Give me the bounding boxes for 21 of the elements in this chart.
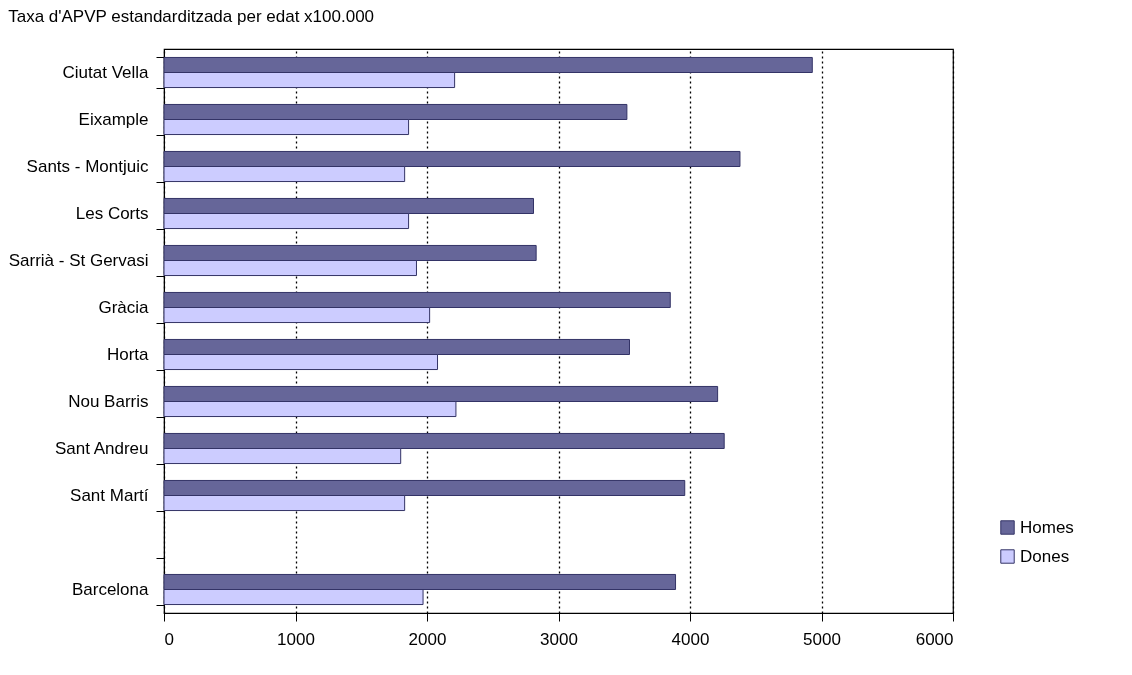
x-tick-label: 1000 [277, 629, 315, 649]
x-tick-label: 2000 [408, 629, 447, 649]
y-tick-label: Sarrià - St Gervasi [8, 251, 149, 270]
x-tick-label: 5000 [803, 629, 841, 649]
x-tick-label: 6000 [915, 629, 954, 649]
y-tick-label: Horta [106, 345, 150, 364]
y-tick-label: Barcelona [71, 580, 150, 599]
y-tick-label: Eixample [78, 110, 149, 129]
y-tick-label: Ciutat Vella [62, 63, 150, 82]
x-tick-label: 0 [164, 629, 174, 649]
legend-label: Homes [1020, 517, 1074, 537]
legend-label: Dones [1020, 546, 1070, 566]
chart-title: Taxa d'APVP estandarditzada per edat x100.000 [8, 7, 375, 26]
y-tick-label: Gràcia [98, 298, 150, 317]
x-tick-label: 4000 [671, 629, 710, 649]
y-tick-label: Sant Andreu [54, 439, 149, 458]
y-tick-label: Sants - Montjuic [26, 157, 149, 176]
x-tick-label: 3000 [540, 629, 578, 649]
y-tick-label: Nou Barris [68, 392, 149, 411]
y-tick-label: Les Corts [75, 204, 149, 223]
y-tick-label: Sant Martí [70, 486, 149, 505]
